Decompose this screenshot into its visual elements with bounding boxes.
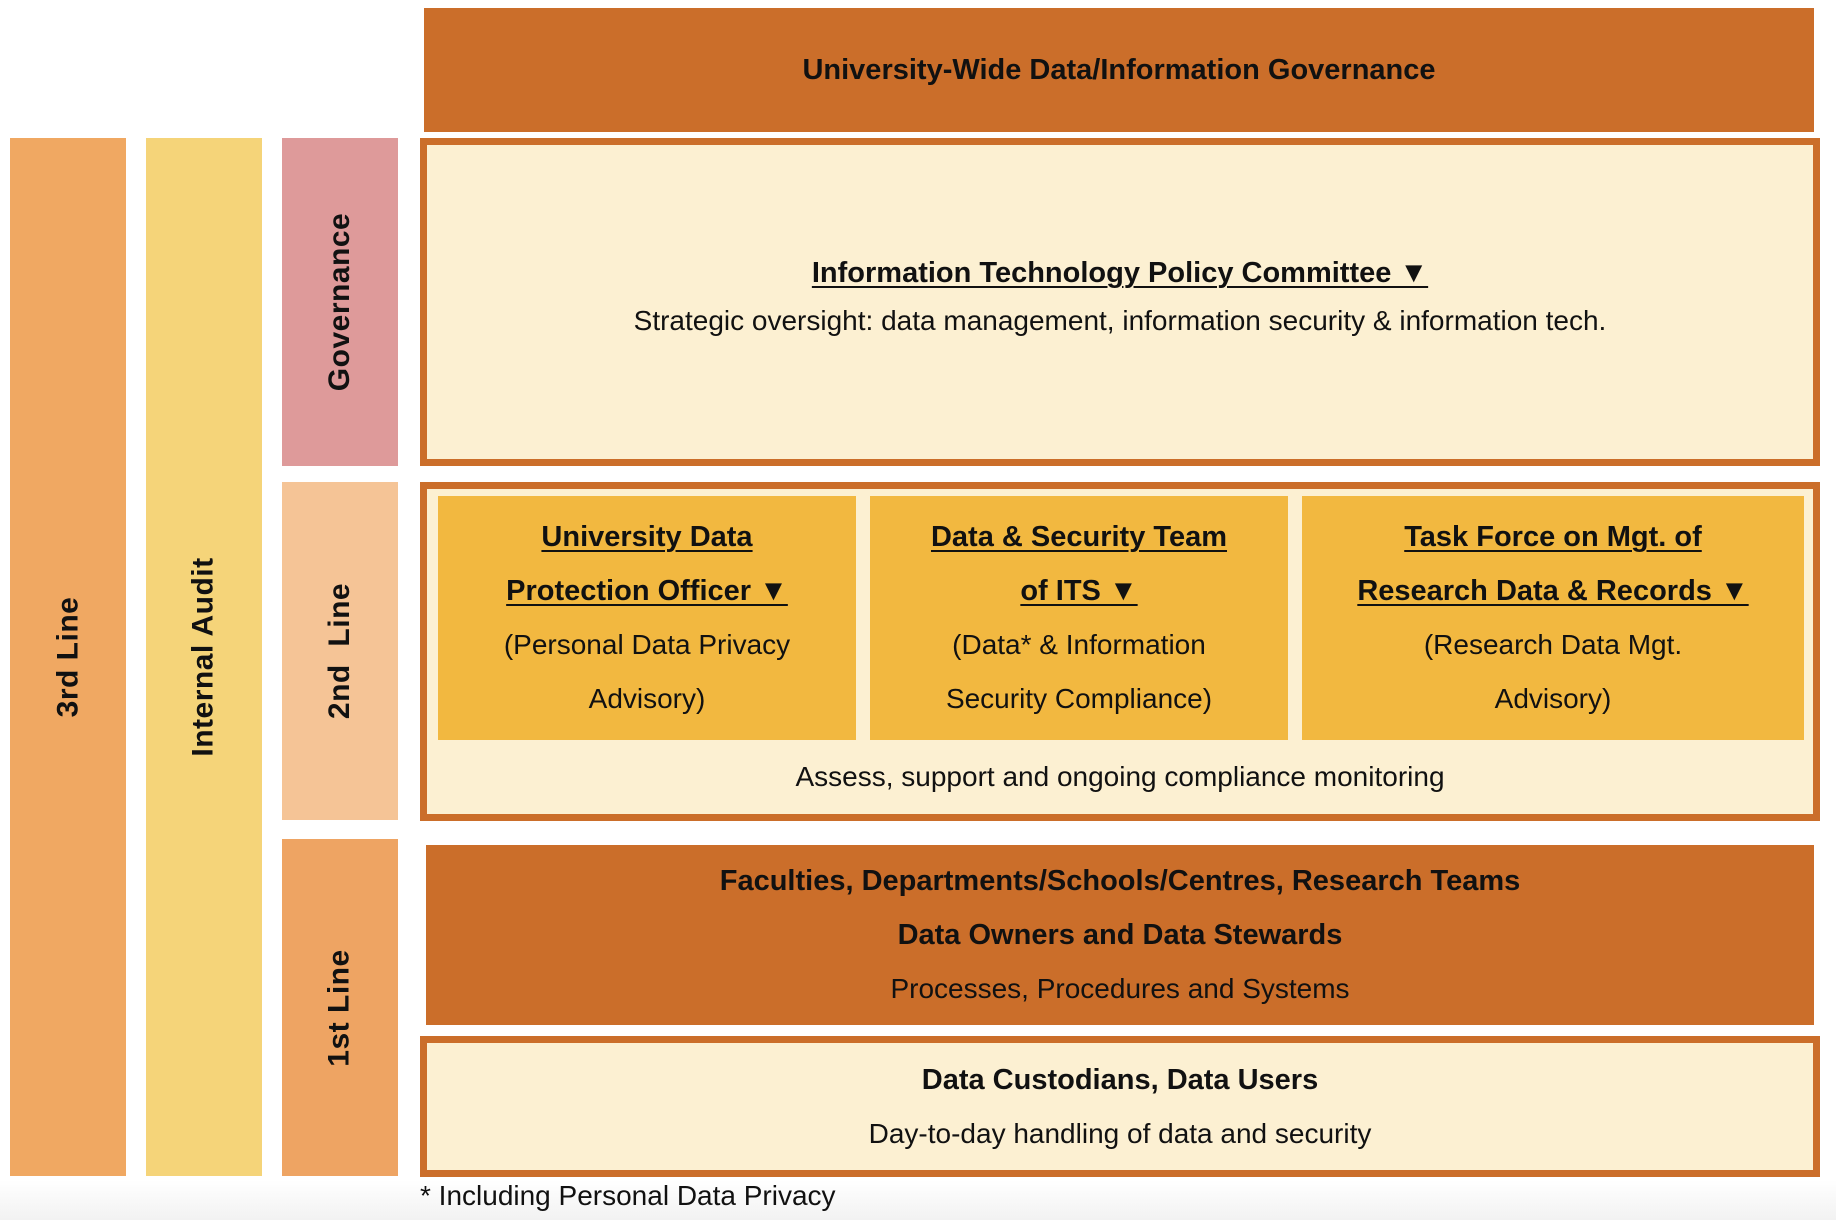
second-line-footer-text: Assess, support and ongoing compliance m… xyxy=(795,761,1445,792)
first-line-tier-label-block: 1st Line xyxy=(282,839,398,1176)
header-title: University-Wide Data/Information Governa… xyxy=(802,53,1436,86)
internal-audit-column: Internal Audit xyxy=(146,138,262,1176)
governance-tier-label-block: Governance xyxy=(282,138,398,466)
owners-line2: Data Owners and Data Stewards xyxy=(897,919,1343,951)
dpo-desc-line1: (Personal Data Privacy xyxy=(503,629,791,660)
it-policy-committee-link[interactable]: Information Technology Policy Committee … xyxy=(811,257,1429,289)
dst-desc-line1: (Data* & Information xyxy=(952,629,1206,660)
data-custodians-box: Data Custodians, Data Users Day-to-day h… xyxy=(420,1036,1820,1177)
internal-audit-label: Internal Audit xyxy=(187,557,220,757)
custodians-line2: Day-to-day handling of data and security xyxy=(868,1117,1372,1149)
dpo-title-line1[interactable]: University Data xyxy=(541,521,753,553)
owners-line3: Processes, Procedures and Systems xyxy=(890,973,1350,1004)
tf-title-line1[interactable]: Task Force on Mgt. of xyxy=(1404,521,1702,553)
dst-desc-line2: Security Compliance) xyxy=(945,683,1213,714)
data-protection-officer-card: University Data Protection Officer ▼ (Pe… xyxy=(438,496,856,740)
footnote-text: * Including Personal Data Privacy xyxy=(420,1180,836,1211)
tf-desc-line2: Advisory) xyxy=(1494,683,1612,714)
university-governance-header: University-Wide Data/Information Governa… xyxy=(424,8,1814,132)
governance-description: Strategic oversight: data management, in… xyxy=(633,305,1607,336)
dpo-title-line2[interactable]: Protection Officer ▼ xyxy=(506,575,788,607)
data-owners-box: Faculties, Departments/Schools/Centres, … xyxy=(426,845,1814,1025)
second-line-box: University Data Protection Officer ▼ (Pe… xyxy=(420,482,1820,821)
footnote: * Including Personal Data Privacy xyxy=(420,1180,836,1216)
dpo-desc-line2: Advisory) xyxy=(588,683,706,714)
governance-label: Governance xyxy=(323,212,357,392)
second-line-tier-label-block: 2nd Line xyxy=(282,482,398,820)
second-line-footer: Assess, support and ongoing compliance m… xyxy=(427,740,1813,814)
dst-title-line1[interactable]: Data & Security Team xyxy=(930,521,1228,553)
dst-title-line2[interactable]: of ITS ▼ xyxy=(1020,575,1138,607)
research-data-task-force-card: Task Force on Mgt. of Research Data & Re… xyxy=(1302,496,1804,740)
owners-line1: Faculties, Departments/Schools/Centres, … xyxy=(719,865,1521,897)
custodians-line1: Data Custodians, Data Users xyxy=(921,1063,1319,1096)
third-line-column: 3rd Line xyxy=(10,138,126,1176)
tf-title-line2[interactable]: Research Data & Records ▼ xyxy=(1357,575,1749,607)
data-security-team-card: Data & Security Team of ITS ▼ (Data* & I… xyxy=(870,496,1288,740)
first-line-label: 1st Line xyxy=(323,948,356,1067)
third-line-label: 3rd Line xyxy=(51,596,85,718)
tf-desc-line1: (Research Data Mgt. xyxy=(1423,629,1683,660)
second-line-label: 2nd Line xyxy=(323,582,356,720)
governance-box: Information Technology Policy Committee … xyxy=(420,138,1820,466)
